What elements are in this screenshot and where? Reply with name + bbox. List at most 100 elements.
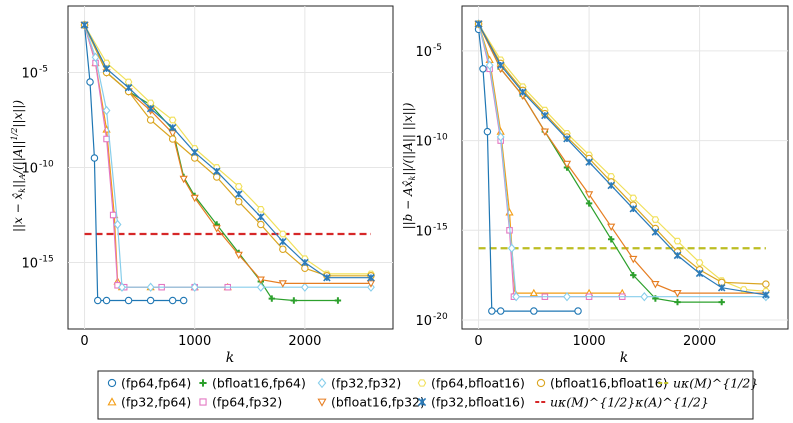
right-series-0-point-5 (530, 307, 538, 315)
legend-entry-0: (fp64,fp64) (107, 376, 191, 391)
right-series-6-point-8 (651, 216, 660, 223)
legend-marker-6 (417, 379, 427, 387)
legend-entry-10: uκ(M)^{1/2}κ(A)^{1/2} (535, 395, 709, 410)
left-series-4-point-2 (102, 105, 111, 116)
left-ytick-label: 10 (21, 257, 38, 272)
left-series-8-point-0 (80, 21, 89, 29)
left-series-8-point-11 (323, 273, 331, 282)
right-ytick-exponent: -5 (433, 43, 442, 53)
legend-entry-1: (fp32,fp64) (107, 395, 191, 410)
legend-box (97, 370, 754, 420)
right-series-2-point-10 (718, 298, 725, 306)
left-series-5-point-10 (278, 280, 287, 288)
legend-entry-4: (fp32,fp32) (317, 376, 401, 391)
legend: (fp64,fp64) (fp32,fp64) (bfloat16,fp64) (fp… (97, 370, 758, 420)
left-series-6-point-4 (168, 116, 177, 124)
legend-marker-3 (199, 398, 207, 406)
right-ytick-label: 10 (415, 135, 432, 150)
left-series-8-point-3 (146, 104, 155, 113)
right-ytick-label: 10 (415, 314, 432, 329)
left-xtick-label: 0 (80, 334, 88, 349)
left-series-8 (80, 21, 375, 282)
left-series-0-point-2 (90, 154, 99, 162)
right-xtick-label: 1000 (573, 334, 606, 349)
legend-marker-5 (317, 398, 327, 407)
left-series-0-point-4 (102, 296, 111, 305)
right-series-8-point-1 (496, 61, 505, 69)
right-series-line-4 (478, 23, 766, 298)
right-series-5-point-3 (540, 128, 550, 136)
right-series-5-point-5 (584, 191, 594, 199)
left-series-6-point-3 (146, 99, 155, 107)
right-series-4-point-3 (507, 243, 516, 253)
left-series-2-point-10 (268, 295, 276, 302)
right-series-8 (474, 20, 770, 299)
legend-marker-7 (417, 397, 427, 407)
left-series-4-point-1 (91, 52, 100, 62)
right-xlabel: k (620, 350, 628, 366)
legend-entry-8: (bfloat16,bfloat16) (536, 376, 668, 391)
legend-entry-3: (fp64,fp32) (199, 395, 282, 410)
left-series-4-point-3 (113, 219, 122, 230)
right-series-2-point-6 (607, 236, 615, 243)
left-series-8-point-4 (168, 123, 177, 132)
right-series-0-point-6 (574, 307, 582, 315)
left-series-6-point-2 (124, 78, 133, 86)
left-series-4-point-8 (300, 282, 309, 292)
left-series-7-point-9 (279, 245, 287, 253)
legend-marker-1 (107, 397, 117, 406)
legend-entry-5: (bfloat16,fp32) (317, 395, 425, 410)
right-series-8-point-9 (673, 251, 682, 260)
right-series-6-point-9 (673, 237, 682, 245)
right-ytick-exponent: -20 (433, 312, 448, 322)
left-series-8-point-8 (257, 213, 265, 221)
left-series-5-point-6 (190, 194, 199, 203)
right-ylabel: ||b − Ax̂k||/(||A|| ||x||) (401, 102, 417, 229)
left-series-0-point-5 (124, 296, 133, 305)
left-grid (68, 6, 393, 329)
left-xlabel: k (226, 350, 234, 366)
legend-label-9: uκ(M)^{1/2} (673, 376, 758, 391)
right-series-6-point-10 (695, 259, 704, 266)
left-series-4-point-6 (190, 282, 199, 292)
right-ytick-exponent: -15 (433, 222, 448, 232)
right-series-8-point-3 (541, 111, 549, 120)
right-series-8-point-6 (607, 181, 615, 190)
left-series-5-point-5 (179, 175, 188, 184)
left-ytick-exponent: -15 (39, 255, 54, 265)
left-series-7-point-7 (235, 197, 243, 206)
legend-marker-8 (536, 378, 546, 388)
right-series-4-point-6 (640, 292, 649, 302)
legend-marker-2 (199, 379, 207, 387)
left-ytick-exponent: -10 (39, 160, 54, 170)
right-series-8-point-4 (563, 135, 571, 143)
left-series-3-point-3 (109, 211, 117, 219)
right-series-5-point-8 (651, 281, 660, 289)
right-series-0-point-4 (496, 307, 505, 315)
left-series-3-point-2 (103, 135, 110, 143)
left-ytick-label: 10 (21, 162, 38, 177)
right-xtick-label: 2000 (683, 334, 716, 349)
right-series-2-point-9 (674, 298, 681, 306)
legend-label-8: (bfloat16,bfloat16) (550, 376, 668, 391)
legend-entry-9: uκ(M)^{1/2} (658, 376, 758, 391)
left-series-8-point-10 (301, 258, 309, 267)
left-series-4-point-7 (256, 282, 265, 292)
right-series-4-point-4 (512, 292, 521, 302)
right-series-8-point-2 (519, 88, 527, 96)
legend-entry-2: (bfloat16,fp64) (199, 376, 306, 391)
left-series-8-point-5 (190, 148, 199, 157)
legend-label-3: (fp64,fp32) (212, 395, 282, 410)
left-series-8-point-1 (102, 64, 111, 73)
left-series-5-point-9 (256, 276, 265, 284)
legend-label-6: (fp64,bfloat16) (431, 376, 525, 391)
right-series-5-point-4 (562, 160, 572, 169)
right-series-8-point-8 (651, 228, 660, 236)
legend-label-4: (fp32,fp32) (331, 376, 401, 391)
left-series-4-point-4 (118, 282, 126, 292)
legend-label-5: (bfloat16,fp32) (331, 395, 425, 410)
right-series-2-point-5 (585, 200, 593, 207)
